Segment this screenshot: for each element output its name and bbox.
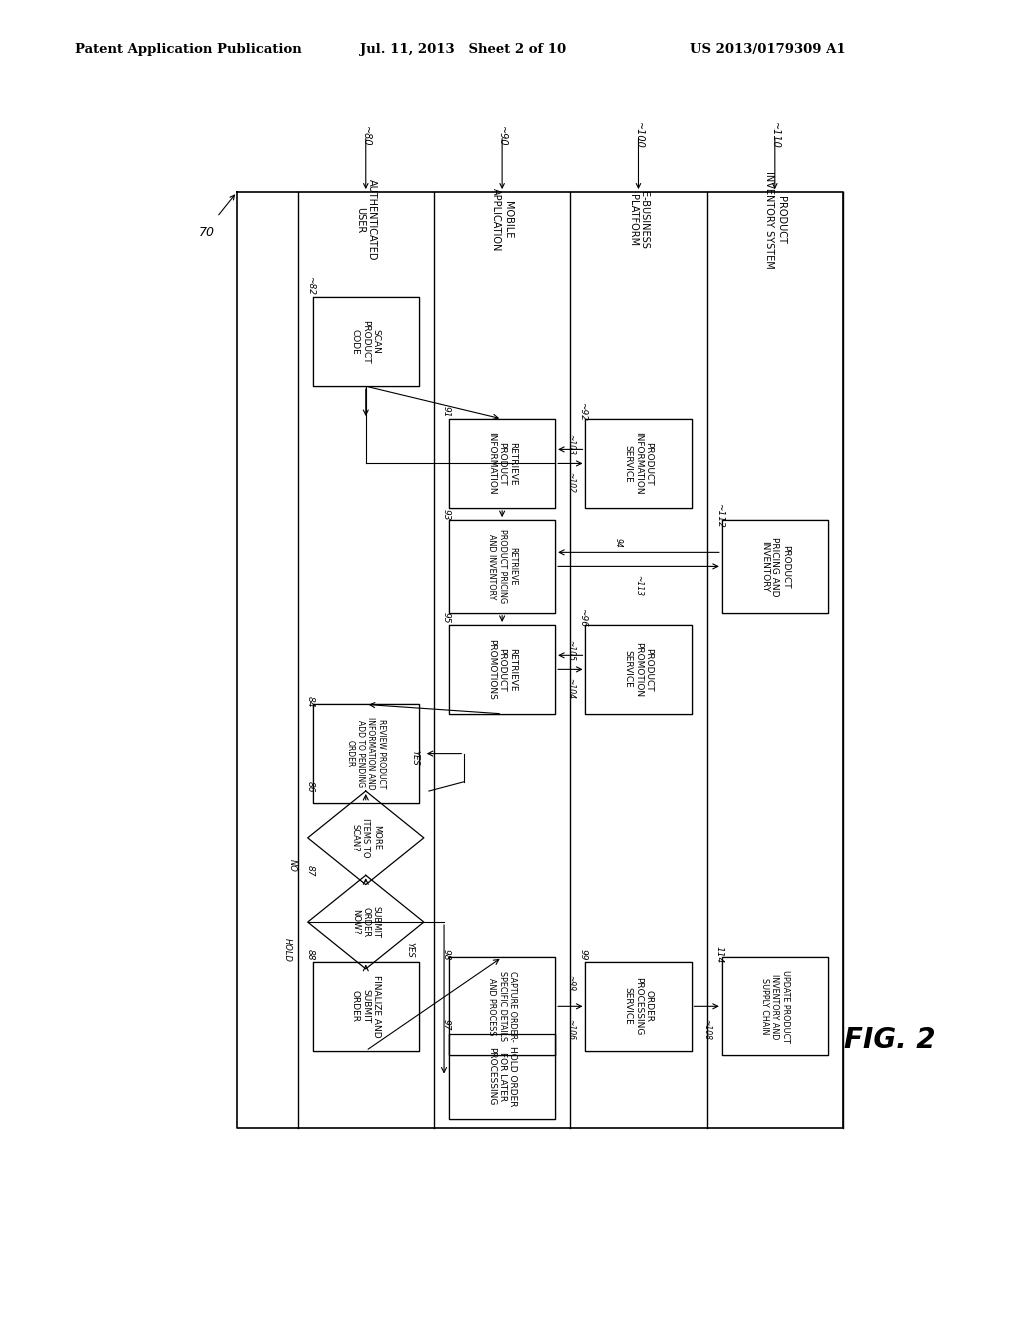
- Text: ~104: ~104: [566, 677, 574, 698]
- Polygon shape: [450, 418, 555, 508]
- Text: HOLD ORDER
FOR LATER
PROCESSING: HOLD ORDER FOR LATER PROCESSING: [487, 1047, 517, 1106]
- Text: RETRIEVE
PRODUCT
PROMOTIONS: RETRIEVE PRODUCT PROMOTIONS: [487, 639, 517, 700]
- Polygon shape: [307, 875, 424, 969]
- Text: US 2013/0179309 A1: US 2013/0179309 A1: [690, 44, 846, 57]
- Text: RETRIEVE
PRODUCT
INFORMATION: RETRIEVE PRODUCT INFORMATION: [487, 432, 517, 495]
- Polygon shape: [586, 962, 691, 1051]
- Text: FINALIZE AND
SUBMIT
ORDER: FINALIZE AND SUBMIT ORDER: [351, 975, 381, 1038]
- Text: 70: 70: [199, 226, 215, 239]
- Text: Patent Application Publication: Patent Application Publication: [75, 44, 302, 57]
- Text: 93: 93: [442, 510, 452, 520]
- Text: CAPTURE ORDER-
SPECIFIC DETAILS
AND PROCESS: CAPTURE ORDER- SPECIFIC DETAILS AND PROC…: [487, 972, 517, 1041]
- Text: 84: 84: [306, 697, 314, 708]
- Text: E-BUSINESS
PLATFORM: E-BUSINESS PLATFORM: [628, 191, 649, 249]
- Text: ~105: ~105: [566, 640, 574, 661]
- Text: ~112: ~112: [715, 503, 724, 527]
- Text: YES: YES: [406, 942, 415, 958]
- Text: PRODUCT
PROMOTION
SERVICE: PRODUCT PROMOTION SERVICE: [624, 642, 653, 697]
- Polygon shape: [450, 624, 555, 714]
- Text: 94: 94: [613, 539, 623, 548]
- Text: 98: 98: [442, 949, 452, 961]
- Text: 97: 97: [442, 1019, 452, 1031]
- Text: ~100: ~100: [634, 123, 643, 149]
- Text: ~90: ~90: [497, 125, 507, 147]
- Polygon shape: [450, 520, 555, 614]
- Text: ~82: ~82: [306, 276, 314, 296]
- Text: ~96: ~96: [579, 609, 588, 627]
- Text: 95: 95: [442, 612, 452, 623]
- Text: UPDATE PRODUCT
INVENTORY AND
SUPPLY CHAIN: UPDATE PRODUCT INVENTORY AND SUPPLY CHAI…: [760, 970, 790, 1043]
- Text: SCAN
PRODUCT
CODE: SCAN PRODUCT CODE: [351, 319, 381, 363]
- Text: MORE
ITEMS TO
SCAN?: MORE ITEMS TO SCAN?: [351, 818, 381, 858]
- Text: Jul. 11, 2013   Sheet 2 of 10: Jul. 11, 2013 Sheet 2 of 10: [360, 44, 566, 57]
- Text: ORDER
PROCESSING
SERVICE: ORDER PROCESSING SERVICE: [624, 977, 653, 1035]
- Text: 87: 87: [306, 865, 314, 876]
- Text: SUBMIT
ORDER
NOW?: SUBMIT ORDER NOW?: [351, 906, 381, 939]
- Text: HOLD: HOLD: [283, 939, 292, 962]
- Polygon shape: [586, 624, 691, 714]
- Text: 99: 99: [579, 949, 588, 961]
- Polygon shape: [586, 418, 691, 508]
- Text: 86: 86: [306, 780, 314, 792]
- Text: PRODUCT
PRICING AND
INVENTORY: PRODUCT PRICING AND INVENTORY: [760, 537, 790, 597]
- Text: YES: YES: [411, 750, 420, 766]
- Text: ~99: ~99: [566, 975, 574, 991]
- Text: ~110: ~110: [770, 123, 780, 149]
- Text: FIG. 2: FIG. 2: [844, 1026, 936, 1053]
- Text: MOBILE
APPLICATION: MOBILE APPLICATION: [492, 189, 513, 252]
- Polygon shape: [722, 957, 827, 1056]
- Text: 91: 91: [442, 407, 452, 417]
- Text: PRODUCT
INVENTORY SYSTEM: PRODUCT INVENTORY SYSTEM: [764, 172, 785, 269]
- Polygon shape: [312, 705, 419, 803]
- Text: PRODUCT
INFORMATION
SERVICE: PRODUCT INFORMATION SERVICE: [624, 432, 653, 495]
- Text: ~106: ~106: [566, 1019, 574, 1040]
- Polygon shape: [312, 297, 419, 387]
- Text: ~80: ~80: [360, 125, 371, 147]
- Text: ~108: ~108: [702, 1019, 711, 1040]
- Polygon shape: [722, 520, 827, 614]
- Polygon shape: [450, 1035, 555, 1118]
- Text: AUTHENTICATED
USER: AUTHENTICATED USER: [355, 180, 377, 261]
- Text: 88: 88: [306, 949, 314, 961]
- Text: RETRIEVE
PRODUCT PRICING
AND INVENTORY: RETRIEVE PRODUCT PRICING AND INVENTORY: [487, 529, 517, 603]
- Text: REVIEW PRODUCT
INFORMATION AND
ADD TO PENDING
ORDER: REVIEW PRODUCT INFORMATION AND ADD TO PE…: [346, 717, 386, 789]
- Text: NO: NO: [288, 859, 297, 873]
- Text: ~113: ~113: [634, 574, 643, 595]
- Text: 114: 114: [715, 946, 724, 964]
- Polygon shape: [450, 957, 555, 1056]
- Text: ~92: ~92: [579, 403, 588, 421]
- Text: ~102: ~102: [566, 471, 574, 492]
- Text: ~103: ~103: [566, 434, 574, 455]
- Polygon shape: [307, 791, 424, 884]
- Polygon shape: [312, 962, 419, 1051]
